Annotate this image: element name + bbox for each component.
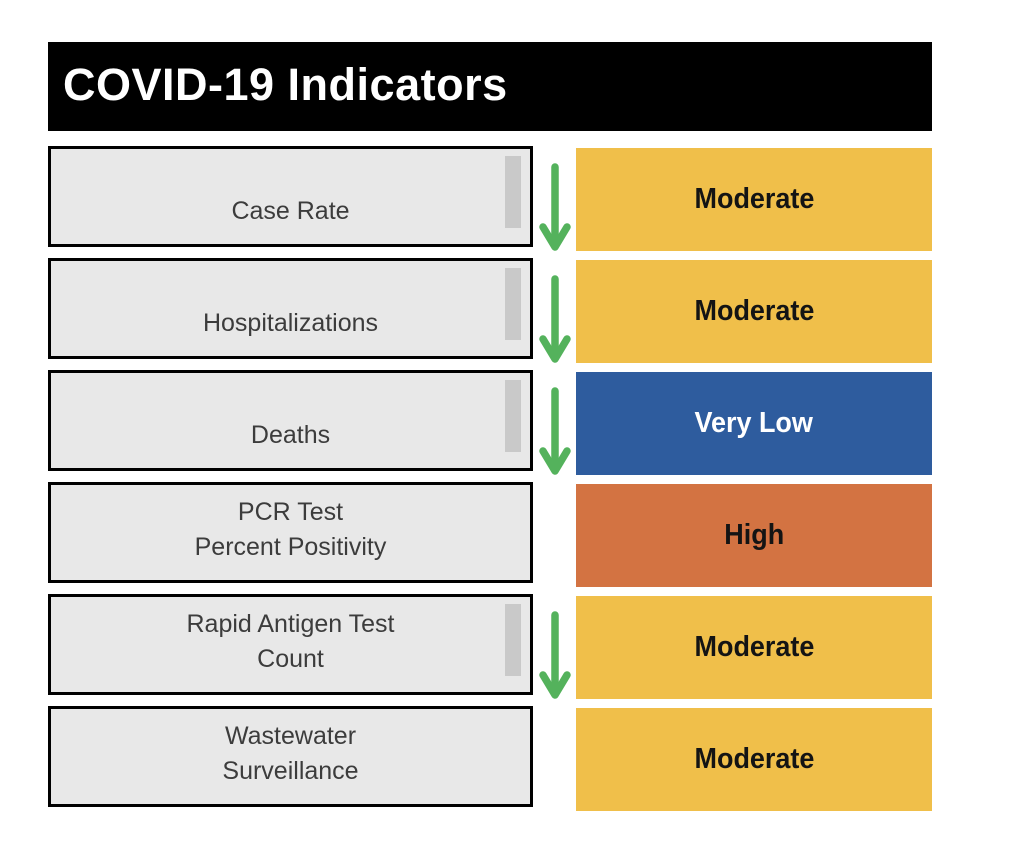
indicator-label: PCR Test xyxy=(237,498,344,526)
indicator-label: Percent Positivity xyxy=(194,533,387,561)
indicator-row-pcr-positivity: PCR Test Percent Positivity High xyxy=(48,482,932,587)
indicator-box-rapid-antigen: Rapid Antigen Test Count xyxy=(48,594,533,695)
slide-title: COVID-19 Indicators xyxy=(63,58,508,110)
trend-down-arrow-icon xyxy=(538,275,571,363)
indicator-box-hospitalizations: Hospitalizations xyxy=(48,258,533,359)
indicator-label: Hospitalizations xyxy=(202,309,379,337)
scrollbar-thumb[interactable] xyxy=(505,268,521,340)
scrollbar-thumb[interactable] xyxy=(505,380,521,452)
title-bar: COVID-19 Indicators xyxy=(48,42,932,131)
trend-down-arrow-icon xyxy=(538,163,571,251)
trend-down-arrow-icon xyxy=(538,387,571,475)
trend-zone xyxy=(533,146,576,251)
indicator-row-wastewater: Wastewater Surveillance Moderate xyxy=(48,706,932,811)
trend-zone xyxy=(533,370,576,475)
status-label: Moderate xyxy=(694,631,814,663)
trend-zone xyxy=(533,482,576,583)
indicator-label: Wastewater xyxy=(224,722,357,750)
trend-zone xyxy=(533,258,576,363)
indicator-label: Case Rate xyxy=(231,197,350,225)
indicator-rows: Case Rate Moderate Hospitalizations xyxy=(48,146,932,818)
indicator-box-deaths: Deaths xyxy=(48,370,533,471)
status-label: Very Low xyxy=(694,407,814,439)
status-badge: Moderate xyxy=(576,708,932,811)
indicator-row-rapid-antigen: Rapid Antigen Test Count Moderate xyxy=(48,594,932,699)
scrollbar-thumb[interactable] xyxy=(505,604,521,676)
indicator-row-deaths: Deaths Very Low xyxy=(48,370,932,475)
status-badge: Moderate xyxy=(576,260,932,363)
scrollbar-thumb[interactable] xyxy=(505,156,521,228)
indicator-box-case-rate: Case Rate xyxy=(48,146,533,247)
status-label: Moderate xyxy=(694,295,814,327)
indicator-box-pcr-positivity: PCR Test Percent Positivity xyxy=(48,482,533,583)
indicator-box-wastewater: Wastewater Surveillance xyxy=(48,706,533,807)
status-badge: Moderate xyxy=(576,596,932,699)
status-badge: High xyxy=(576,484,932,587)
indicator-label: Count xyxy=(257,645,324,673)
indicator-label: Surveillance xyxy=(222,757,359,785)
status-label: Moderate xyxy=(694,743,814,775)
status-label: Moderate xyxy=(694,183,814,215)
status-badge: Very Low xyxy=(576,372,932,475)
trend-zone xyxy=(533,706,576,807)
status-label: High xyxy=(724,519,784,551)
trend-down-arrow-icon xyxy=(538,611,571,699)
indicator-row-case-rate: Case Rate Moderate xyxy=(48,146,932,251)
indicator-row-hospitalizations: Hospitalizations Moderate xyxy=(48,258,932,363)
trend-zone xyxy=(533,594,576,699)
indicator-label: Deaths xyxy=(250,421,331,449)
status-badge: Moderate xyxy=(576,148,932,251)
indicator-label: Rapid Antigen Test xyxy=(186,610,395,638)
